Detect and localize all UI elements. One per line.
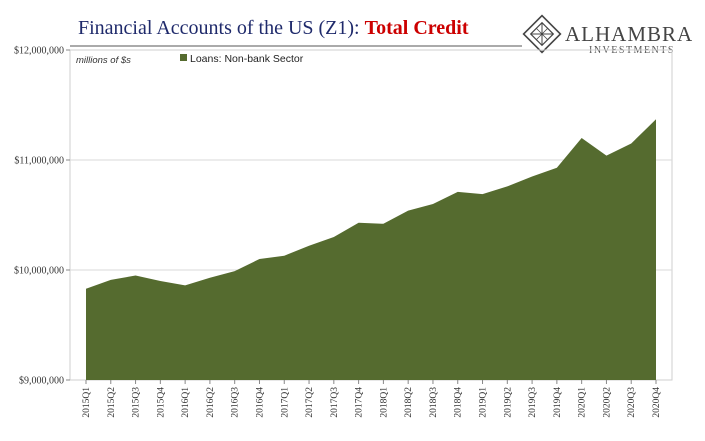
x-tick-label: 2015Q4 (156, 387, 166, 418)
x-tick-label: 2017Q2 (305, 387, 315, 418)
x-axis: 2015Q1 2015Q2 2015Q3 2015Q4 2016Q1 2016Q2 2016… (82, 380, 662, 418)
area-series-layer (86, 119, 656, 381)
x-tick-label: 2015Q3 (132, 387, 142, 418)
x-tick-label: 2017Q4 (355, 387, 365, 418)
x-tick-label: 2018Q1 (379, 387, 389, 418)
y-tick-label: $9,000,000 (19, 376, 64, 387)
x-tick-label: 2016Q1 (181, 387, 191, 418)
series-area (86, 119, 656, 381)
x-tick-label: 2018Q2 (404, 387, 414, 418)
chart-title: Financial Accounts of the US (Z1): Total… (78, 17, 469, 39)
x-tick-label: 2018Q3 (429, 387, 439, 418)
brand-name: ALHAMBRA (565, 22, 693, 46)
y-axis: $9,000,000 $10,000,000 $11,000,000 $12,000,… (14, 46, 70, 387)
x-tick-label: 2019Q4 (553, 387, 563, 418)
x-tick-label: 2015Q1 (82, 387, 92, 418)
x-tick-label: 2016Q3 (231, 387, 241, 418)
legend-label: Loans: Non-bank Sector (190, 53, 304, 65)
x-tick-label: 2016Q2 (206, 387, 216, 418)
x-tick-label: 2020Q4 (652, 387, 662, 418)
x-tick-label: 2020Q3 (627, 387, 637, 418)
x-tick-label: 2015Q2 (107, 387, 117, 418)
x-tick-label: 2019Q3 (528, 387, 538, 418)
x-tick-label: 2016Q4 (255, 387, 265, 418)
logo-diamond-icon (522, 14, 562, 54)
units-label: millions of $s (76, 55, 131, 66)
y-tick-label: $11,000,000 (14, 156, 64, 167)
x-tick-label: 2018Q4 (454, 387, 464, 418)
x-tick-label: 2020Q1 (578, 387, 588, 418)
x-tick-label: 2017Q1 (280, 387, 290, 418)
x-tick-label: 2019Q1 (479, 387, 489, 418)
x-tick-label: 2020Q2 (602, 387, 612, 418)
x-tick-label: 2019Q2 (503, 387, 513, 418)
title-main: Financial Accounts of the US (Z1): (78, 17, 365, 39)
x-tick-label: 2017Q3 (330, 387, 340, 418)
legend-swatch (180, 54, 187, 61)
title-accent: Total Credit (365, 17, 469, 39)
legend: Loans: Non-bank Sector (180, 53, 304, 65)
y-tick-label: $10,000,000 (14, 266, 64, 277)
y-tick-label: $12,000,000 (14, 46, 64, 57)
